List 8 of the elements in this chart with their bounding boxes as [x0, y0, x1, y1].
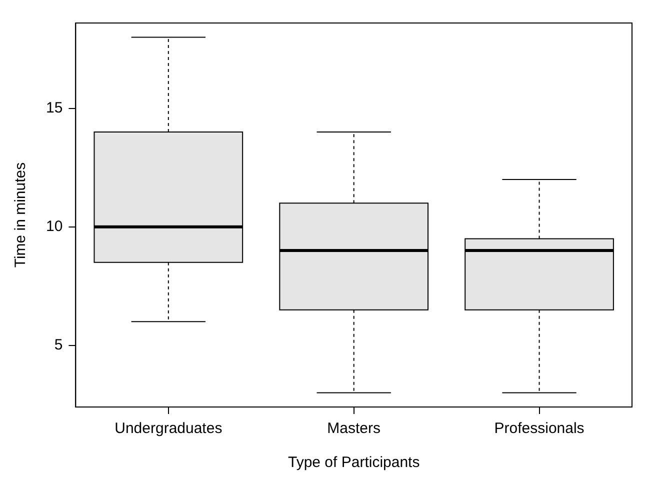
y-axis-title: Time in minutes — [12, 162, 30, 268]
x-tick-label: Masters — [327, 420, 381, 438]
x-tick-label: Professionals — [494, 420, 584, 438]
y-tick-label: 10 — [46, 218, 63, 235]
y-tick-label: 5 — [54, 336, 63, 354]
x-tick-label: Undergraduates — [114, 420, 222, 438]
x-axis-title: Type of Participants — [288, 454, 420, 472]
y-tick-label: 15 — [46, 99, 63, 116]
